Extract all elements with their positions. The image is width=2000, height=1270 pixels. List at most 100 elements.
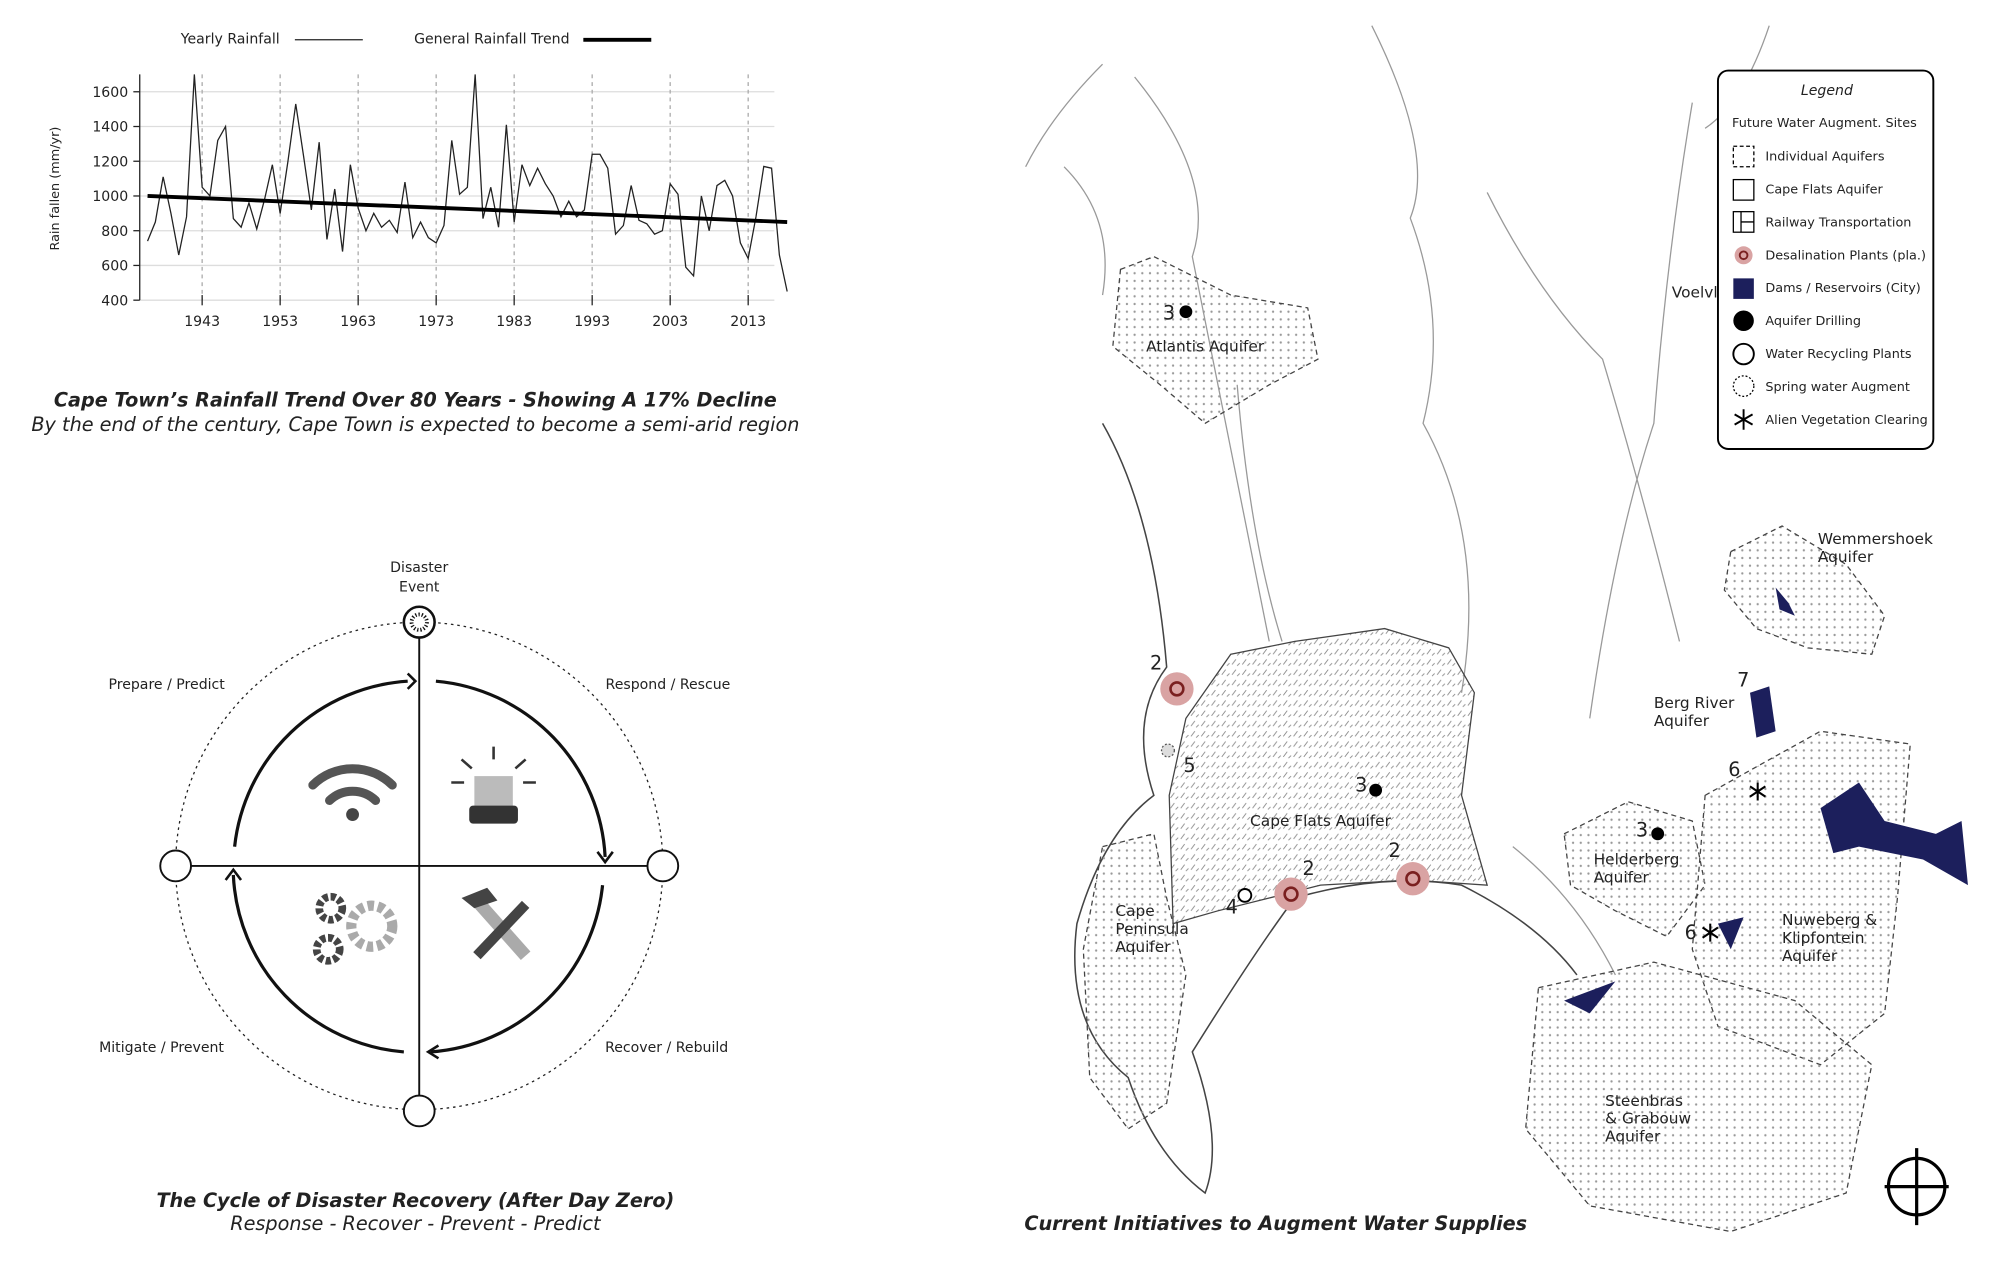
quadrant-label: Prepare / Predict bbox=[108, 677, 225, 693]
recycling-plant bbox=[1237, 888, 1253, 903]
region-label: Aquifer bbox=[1654, 712, 1710, 730]
steenbras-aquifer bbox=[1524, 961, 1873, 1233]
region-label: Klipfontein bbox=[1782, 929, 1864, 947]
quadrant-label: Mitigate / Prevent bbox=[99, 1040, 224, 1056]
spring-augment bbox=[1160, 743, 1175, 758]
node bbox=[402, 1094, 436, 1128]
legend-label: General Rainfall Trend bbox=[414, 32, 569, 48]
x-tick-label: 1993 bbox=[574, 314, 610, 330]
map: Legend Future Water Augment. Sites Curre… bbox=[1024, 25, 1968, 1235]
region-label: Aquifer bbox=[1605, 1128, 1661, 1146]
region-label: Berg River bbox=[1654, 694, 1735, 712]
diagram-subtitle: Response - Recover - Prevent - Predict bbox=[230, 1212, 602, 1235]
region-label: Aquifer bbox=[1115, 938, 1171, 956]
region-label: Helderberg bbox=[1594, 851, 1680, 869]
marker-number: 5 bbox=[1183, 754, 1195, 777]
region-label: Cape Flats Aquifer bbox=[1250, 812, 1392, 830]
x-tick-label: 1983 bbox=[496, 314, 532, 330]
quadrant-label: Recover / Rebuild bbox=[605, 1040, 728, 1056]
y-tick-label: 800 bbox=[101, 224, 128, 240]
marker-number: 7 bbox=[1737, 668, 1749, 691]
x-tick-label: 1953 bbox=[262, 314, 298, 330]
region-label: Aquifer bbox=[1818, 548, 1874, 566]
marker-number: 6 bbox=[1685, 921, 1697, 944]
y-axis-label: Rain fallen (mm/yr) bbox=[48, 127, 63, 251]
y-tick-label: 1200 bbox=[92, 154, 128, 170]
arc bbox=[231, 874, 404, 1054]
desalination-plants bbox=[1160, 672, 1430, 911]
gears-icon bbox=[312, 892, 398, 965]
y-tick-label: 1000 bbox=[92, 189, 128, 205]
legend-item: Individual Aquifers bbox=[1765, 149, 1884, 164]
helderberg-aquifer bbox=[1563, 801, 1706, 938]
x-tick-label: 1943 bbox=[184, 314, 220, 330]
arc bbox=[430, 884, 605, 1054]
y-tick-label: 1600 bbox=[92, 85, 128, 101]
legend-item: Dams / Reservoirs (City) bbox=[1765, 281, 1920, 296]
marker-number: 3 bbox=[1163, 301, 1175, 324]
map-title: Current Initiatives to Augment Water Sup… bbox=[1024, 1212, 1527, 1235]
region-label: Voelvl bbox=[1672, 284, 1718, 302]
y-tick-label: 1400 bbox=[92, 120, 128, 136]
legend-item: Aquifer Drilling bbox=[1765, 314, 1861, 329]
marker-number: 6 bbox=[1728, 758, 1740, 781]
rainfall-chart: Yearly Rainfall General Rainfall Trend R… bbox=[31, 32, 799, 436]
marker-number: 3 bbox=[1636, 818, 1648, 841]
cycle-diagram: Disaster Event Prepare / Predict Respond… bbox=[99, 560, 730, 1235]
y-tick-label: 600 bbox=[101, 259, 128, 275]
legend-swatches bbox=[1732, 145, 1755, 430]
aquifer-drilling bbox=[1179, 305, 1665, 841]
region-label: Aquifer bbox=[1594, 869, 1650, 887]
cape-flats-aquifer bbox=[1168, 627, 1489, 925]
arrowheads bbox=[224, 672, 614, 1060]
region-label: & Grabouw bbox=[1605, 1110, 1691, 1128]
region-label: Steenbras bbox=[1605, 1092, 1683, 1110]
legend-item: Spring water Augment bbox=[1765, 380, 1909, 395]
series-line bbox=[146, 74, 788, 292]
alarm-icon bbox=[451, 746, 536, 824]
compass bbox=[1884, 1148, 1949, 1226]
wemmershoek-aquifer bbox=[1723, 525, 1886, 655]
arc bbox=[233, 679, 408, 847]
legend-label: Yearly Rainfall bbox=[180, 32, 280, 48]
legend-item: Desalination Plants (pla.) bbox=[1765, 248, 1926, 263]
region-label: Peninsula bbox=[1115, 920, 1188, 938]
marker-number: 2 bbox=[1388, 839, 1400, 862]
tools-icon bbox=[461, 887, 531, 960]
alien-clearing bbox=[1701, 782, 1766, 942]
chart-title: Cape Town’s Rainfall Trend Over 80 Years… bbox=[54, 389, 777, 412]
y-tick-label: 400 bbox=[101, 293, 128, 309]
region-label: Wemmershoek bbox=[1818, 530, 1933, 548]
dams bbox=[1564, 587, 1968, 1014]
roads-rivers bbox=[1025, 25, 1770, 976]
x-tick-label: 1973 bbox=[418, 314, 454, 330]
x-tick-label: 1963 bbox=[340, 314, 376, 330]
region-label: Aquifer bbox=[1782, 947, 1838, 965]
marker-number: 2 bbox=[1150, 652, 1162, 675]
legend-item: Cape Flats Aquifer bbox=[1765, 182, 1883, 197]
wifi-icon bbox=[308, 764, 397, 822]
marker-number: 2 bbox=[1303, 857, 1315, 880]
legend-item: Alien Vegetation Clearing bbox=[1765, 413, 1927, 428]
peninsula-aquifer bbox=[1082, 833, 1187, 1130]
x-tick-label: 2003 bbox=[652, 314, 688, 330]
chart-subtitle: By the end of the century, Cape Town is … bbox=[31, 413, 799, 436]
legend-box bbox=[1716, 69, 1935, 450]
top-label: Disaster bbox=[390, 560, 448, 576]
marker-number: 3 bbox=[1355, 773, 1367, 796]
quadrant-label: Respond / Rescue bbox=[606, 677, 731, 693]
node bbox=[159, 849, 192, 883]
event-node bbox=[402, 605, 436, 639]
region-label: Nuweberg & bbox=[1782, 911, 1877, 929]
x-tick-label: 2013 bbox=[730, 314, 766, 330]
arc bbox=[435, 679, 607, 858]
region-label: Atlantis Aquifer bbox=[1146, 337, 1265, 355]
marker-number: 4 bbox=[1226, 895, 1238, 918]
legend-title: Legend bbox=[1801, 83, 1854, 99]
top-label: Event bbox=[399, 579, 440, 595]
legend-heading: Future Water Augment. Sites bbox=[1732, 116, 1917, 131]
legend-item: Railway Transportation bbox=[1765, 215, 1911, 230]
atlantis-aquifer bbox=[1112, 255, 1319, 425]
node bbox=[646, 849, 680, 883]
